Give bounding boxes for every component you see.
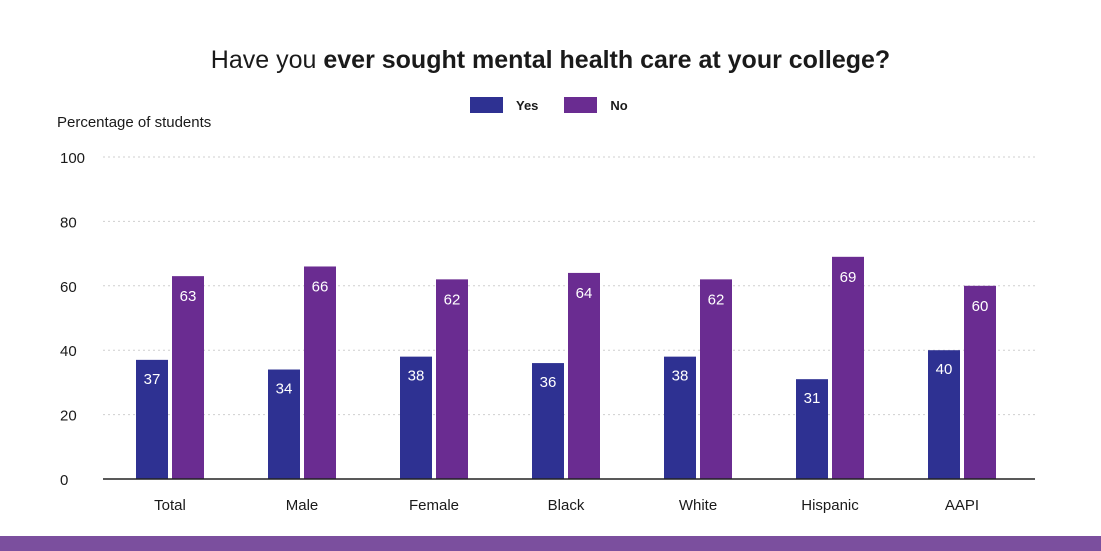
data-label: 69 (840, 269, 857, 286)
bar-no (304, 266, 336, 479)
x-tick-label: Black (548, 497, 585, 514)
bar-yes (928, 350, 960, 479)
bar-no (568, 272, 600, 479)
x-tick-label: AAPI (945, 497, 979, 514)
data-label: 62 (708, 291, 725, 308)
chart-title: Have you ever sought mental health care … (0, 46, 1101, 75)
legend-item-yes: Yes (470, 97, 538, 113)
bar-yes (532, 363, 564, 479)
data-label: 64 (576, 285, 593, 302)
data-label: 40 (936, 361, 953, 378)
bar-yes (796, 379, 828, 479)
legend-label-no: No (610, 97, 628, 113)
bar-no (832, 256, 864, 479)
data-label: 60 (972, 298, 989, 315)
footer-band (0, 536, 1101, 551)
data-label: 34 (276, 381, 293, 398)
y-tick-label: 0 (60, 472, 68, 489)
chart-title-emphasis: ever sought mental health care at your c… (323, 46, 891, 74)
data-label: 62 (444, 291, 461, 308)
bar-no (700, 279, 732, 479)
x-tick-label: Female (409, 497, 459, 514)
legend-swatch-no (564, 97, 598, 113)
y-tick-label: 40 (60, 343, 77, 360)
data-label: 63 (180, 288, 197, 305)
legend-label-yes: Yes (516, 97, 539, 113)
data-label: 66 (312, 278, 329, 295)
legend: Yes No (470, 97, 654, 113)
bar-yes (268, 369, 300, 479)
y-tick-label: 100 (60, 150, 85, 167)
bar-no (172, 276, 204, 479)
y-tick-label: 20 (60, 408, 77, 425)
data-label: 31 (804, 390, 821, 407)
y-tick-label: 60 (60, 279, 77, 296)
bar-yes (136, 359, 168, 479)
chart-title-prefix: Have you (210, 46, 324, 74)
bar-no (436, 279, 468, 479)
bar-yes (400, 356, 432, 479)
bar-no (964, 285, 996, 479)
y-axis-label: Percentage of students (57, 114, 212, 131)
data-label: 38 (408, 368, 425, 385)
legend-swatch-yes (470, 97, 503, 113)
x-tick-label: Hispanic (801, 497, 859, 514)
legend-item-no: No (564, 97, 628, 113)
data-label: 38 (672, 368, 689, 385)
x-tick-label: White (679, 497, 717, 514)
data-label: 37 (144, 371, 161, 388)
x-tick-label: Total (154, 497, 186, 514)
bar-yes (664, 356, 696, 479)
y-tick-label: 80 (60, 214, 77, 231)
x-tick-label: Male (286, 497, 319, 514)
data-label: 36 (540, 374, 557, 391)
